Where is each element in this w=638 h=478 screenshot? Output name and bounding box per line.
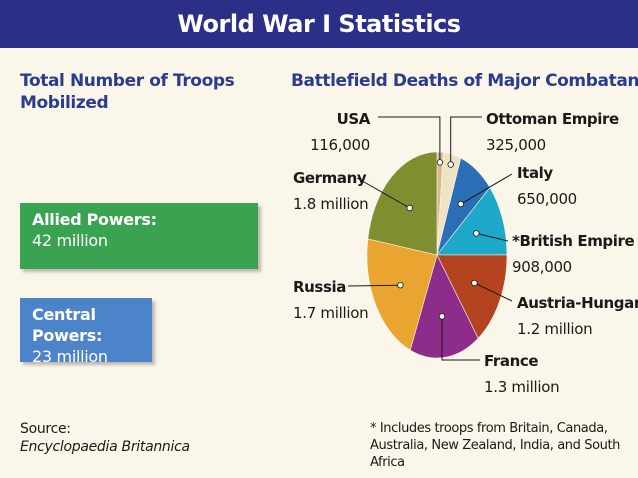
- slice-label-france: France: [484, 352, 538, 370]
- slice-label-russia: Russia: [293, 278, 346, 296]
- slice-value-italy: 650,000: [517, 190, 577, 208]
- slice-value-germany: 1.8 million: [293, 195, 368, 213]
- slice-value-british-empire: 908,000: [512, 258, 572, 276]
- slice-label-usa: USA: [337, 110, 371, 128]
- leader-dot-usa: [436, 159, 444, 166]
- header-bar: World War I Statistics: [0, 0, 638, 48]
- allied-powers-box: Allied Powers: 42 million: [20, 203, 258, 269]
- slice-label-italy: Italy: [517, 164, 553, 182]
- source-reference: Encyclopaedia Britannica: [20, 439, 190, 455]
- leader-line-germany: [356, 177, 410, 209]
- leader-dot-germany: [406, 204, 413, 212]
- slice-value-usa: 116,000: [310, 136, 370, 154]
- leader-dot-ottoman-empire: [447, 161, 454, 168]
- slice-label-germany: Germany: [293, 169, 367, 187]
- slice-value-austria-hungary: 1.2 million: [517, 320, 592, 338]
- troops-title: Total Number of Troops Mobilized: [20, 71, 235, 113]
- source-note: Source: Encyclopaedia Britannica: [20, 420, 190, 456]
- page-title: World War I Statistics: [177, 10, 461, 38]
- leader-dot-italy: [457, 200, 464, 208]
- leader-dot-france: [438, 313, 446, 320]
- central-powers-label: Central Powers:: [32, 305, 103, 345]
- leader-line-british-empire: [476, 232, 509, 242]
- central-powers-value: 23 million: [32, 347, 108, 366]
- pie-slice-russia: [366, 238, 438, 351]
- leader-line-russia: [347, 284, 401, 287]
- slice-label-austria-hungary: Austria-Hungary: [517, 294, 638, 312]
- slice-value-france: 1.3 million: [484, 378, 559, 396]
- slice-label-british-empire: *British Empire: [512, 232, 635, 250]
- pie-slice-france: [409, 254, 479, 359]
- source-label: Source:: [20, 421, 71, 437]
- footnote: * Includes troops from Britain, Canada, …: [370, 421, 620, 470]
- leader-line-italy: [460, 173, 513, 205]
- allied-powers-value: 42 million: [32, 231, 108, 250]
- leader-line-austria-hungary: [474, 282, 513, 302]
- leader-line-france: [441, 316, 480, 361]
- pie-slice-british-empire: [436, 187, 508, 256]
- chart-title: Battlefield Deaths of Major Combatants: [291, 71, 638, 91]
- allied-powers-label: Allied Powers:: [32, 210, 157, 229]
- leader-dot-british-empire: [473, 230, 480, 237]
- central-powers-box: Central Powers: 23 million: [20, 298, 152, 366]
- slice-value-russia: 1.7 million: [293, 304, 368, 322]
- leader-dot-russia: [397, 282, 404, 289]
- leader-dot-austria-hungary: [471, 279, 478, 287]
- slice-label-ottoman-empire: Ottoman Empire: [486, 110, 619, 128]
- leader-line-ottoman-empire: [450, 116, 482, 165]
- slice-value-ottoman-empire: 325,000: [486, 136, 546, 154]
- leader-line-usa: [378, 116, 441, 163]
- pie-slice-austria-hungary: [436, 254, 508, 339]
